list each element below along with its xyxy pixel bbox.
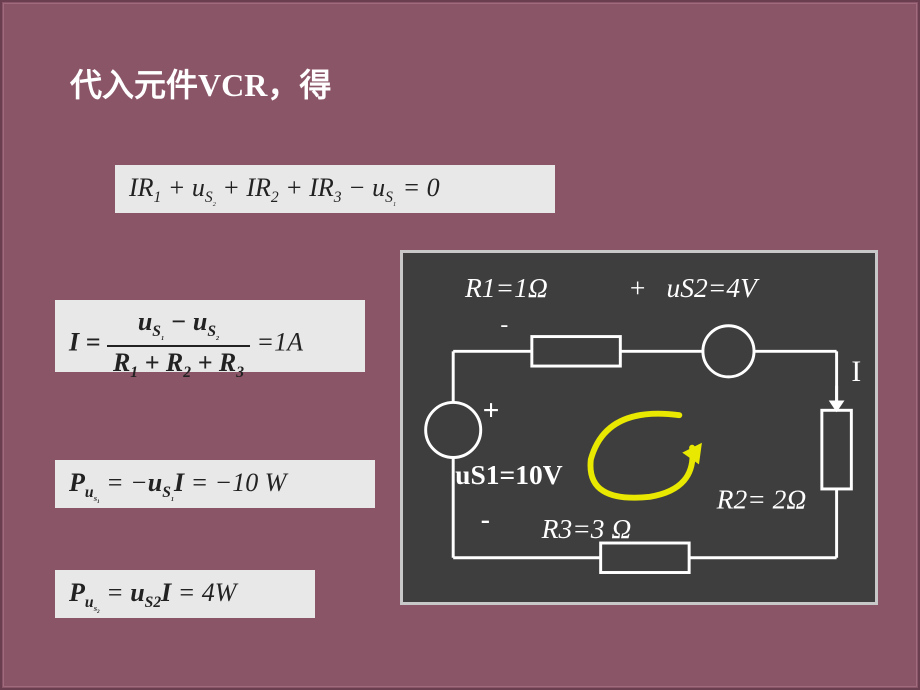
eq-I-result: 1A <box>274 328 303 357</box>
slide-title: 代入元件VCR，得 <box>70 60 331 106</box>
circuit-wires <box>453 351 836 557</box>
circuit-svg: R1=1Ω + uS2=4V I + uS1=10V - - R2= 2Ω R3… <box>403 253 875 602</box>
eq-kvl-text: IR1 + uS2 + IR2 + IR3 − uS1 = 0 <box>129 173 440 202</box>
label-us1-plus: + <box>483 395 500 427</box>
eq-I-denominator: R1 + R2 + R3 <box>107 347 250 381</box>
label-i: I <box>851 356 861 388</box>
loop-arrow <box>590 414 701 498</box>
vsource-us2 <box>703 326 754 377</box>
label-us1-minus: - <box>481 503 490 534</box>
eq-p1-result: = −10 W <box>191 468 287 497</box>
eq-I-numerator: uS1 − uS2 <box>107 308 250 347</box>
resistor-r3 <box>601 543 689 572</box>
resistor-r2 <box>822 410 851 489</box>
eq-p2-result: = 4W <box>178 578 237 607</box>
label-us2-plus: + <box>628 272 647 303</box>
current-arrow-i <box>829 386 845 413</box>
equation-power2: PuS2 = uS2I = 4W <box>55 570 315 618</box>
equation-current: I = uS1 − uS2 R1 + R2 + R3 =1A <box>55 300 365 372</box>
vsource-us1 <box>426 402 481 457</box>
label-r1: R1=1Ω <box>464 272 548 303</box>
resistor-r1 <box>532 337 620 366</box>
label-us2: uS2=4V <box>667 272 761 303</box>
equation-kvl: IR1 + uS2 + IR2 + IR3 − uS1 = 0 <box>115 165 555 213</box>
label-r2: R2= 2Ω <box>716 484 807 515</box>
eq-I-lhs: I <box>69 328 79 357</box>
equation-power1: PuS1 = −uS1I = −10 W <box>55 460 375 508</box>
label-r3: R3=3 Ω <box>541 513 632 544</box>
label-r1-minus: - <box>500 312 508 338</box>
label-us1: uS1=10V <box>455 459 563 490</box>
circuit-diagram: R1=1Ω + uS2=4V I + uS1=10V - - R2= 2Ω R3… <box>400 250 878 605</box>
